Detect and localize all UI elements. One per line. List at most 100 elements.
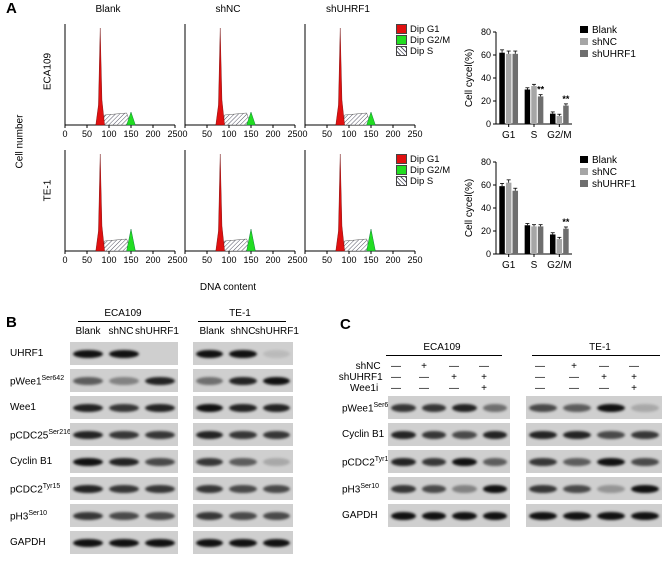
bar-shNC-S: [531, 86, 537, 124]
bar-Blank-S: [524, 89, 531, 124]
band: [631, 457, 659, 466]
x-tick-label: 250: [167, 255, 182, 265]
band: [262, 349, 290, 358]
bar-category-label: G1: [502, 260, 516, 271]
legend-g2m-label: Dip G2/M: [410, 35, 451, 46]
legend-swatch: [580, 50, 588, 57]
c-mark: —: [391, 372, 401, 383]
b-lane-blank-eca109: Blank: [75, 326, 101, 337]
bar-ytick: 60: [481, 50, 491, 60]
b-blot-te1-3: [193, 423, 293, 446]
band: [262, 376, 290, 385]
bar-ytick: 40: [481, 203, 491, 213]
c-blot-te1-0: [526, 396, 662, 419]
band: [196, 511, 224, 520]
x-tick-label: 0: [62, 129, 67, 139]
bar-shUHRF1-S: [537, 96, 544, 124]
bar-category-label: S: [531, 130, 538, 141]
band: [73, 457, 103, 466]
histogram-0-2: 0 50 100 150 200 250: [302, 24, 423, 139]
c-mark: +: [631, 372, 637, 383]
band: [391, 430, 416, 439]
band: [262, 538, 290, 547]
bar-ytick: 20: [481, 96, 491, 106]
band: [73, 349, 103, 358]
bar-shUHRF1-G1: [512, 190, 519, 254]
c-mark: +: [451, 372, 457, 383]
bar-ylabel: Cell cycel(%): [464, 49, 475, 107]
b-group-te1: TE-1: [229, 308, 251, 319]
c-group-line-eca109: [386, 355, 502, 356]
bar-chart-te1: Cell cycel(%) 0 20 40 60 80 G1 S G2/M ** BlankshNC…: [464, 155, 636, 271]
band: [196, 403, 224, 412]
b-group-line-eca109: [78, 321, 170, 322]
c-mark: +: [481, 383, 487, 394]
band: [482, 457, 507, 466]
c-mark: —: [419, 372, 429, 383]
b-blot-eca109-5: [70, 477, 178, 500]
band: [262, 484, 290, 493]
c-mark: —: [569, 383, 579, 394]
bar-shNC-G1: [505, 182, 512, 254]
band: [421, 430, 446, 439]
x-tick-label: 0: [182, 129, 187, 139]
x-tick-label: 200: [145, 255, 160, 265]
band: [73, 403, 103, 412]
c-mark: —: [391, 361, 401, 372]
x-tick-label: 250: [287, 255, 302, 265]
x-tick-label: 0: [62, 255, 67, 265]
b-blot-eca109-2: [70, 396, 178, 419]
legend-label: shNC: [592, 167, 617, 178]
b-blot-te1-7: [193, 531, 293, 554]
band: [109, 511, 139, 520]
c-mark: +: [421, 361, 427, 372]
band: [529, 484, 557, 493]
c-blot-te1-2: [526, 450, 662, 473]
b-blot-te1-6: [193, 504, 293, 527]
b-row-label-2: Wee1: [10, 402, 36, 413]
bar-category-label: G2/M: [547, 130, 571, 141]
histogram-1-1: 0 50 100 150 200 250: [182, 150, 303, 265]
band: [262, 403, 290, 412]
band: [563, 403, 591, 412]
bar-shNC-S: [531, 226, 537, 254]
legend-swatch: [580, 156, 588, 163]
band: [452, 403, 477, 412]
x-tick-label: 100: [221, 255, 236, 265]
x-tick-label: 100: [341, 129, 356, 139]
legend-s-swatch: [396, 46, 407, 57]
c-mark: —: [599, 361, 609, 372]
band: [452, 511, 477, 520]
band: [196, 484, 224, 493]
b-blot-te1-4: [193, 450, 293, 473]
band: [563, 484, 591, 493]
c-blot-te1-3: [526, 477, 662, 500]
band: [452, 430, 477, 439]
bar-shUHRF1-S: [537, 226, 544, 254]
significance-mark: **: [537, 85, 545, 95]
band: [109, 349, 139, 358]
c-blot-eca109-4: [388, 504, 510, 527]
band: [109, 538, 139, 547]
band: [529, 403, 557, 412]
b-row-label-0: UHRF1: [10, 348, 44, 359]
x-tick-label: 250: [167, 129, 182, 139]
band: [145, 538, 175, 547]
column-title-shuhrf1: shUHRF1: [326, 4, 370, 15]
c-mark: —: [535, 372, 545, 383]
b-blot-eca109-7: [70, 531, 178, 554]
panel-c-letter: C: [340, 316, 351, 333]
significance-mark: **: [562, 217, 570, 227]
band: [597, 457, 625, 466]
c-blot-te1-4: [526, 504, 662, 527]
x-tick-label: 50: [202, 255, 212, 265]
x-tick-label: 200: [385, 129, 400, 139]
band: [529, 511, 557, 520]
band: [73, 376, 103, 385]
band: [73, 511, 103, 520]
band: [229, 403, 257, 412]
band: [597, 484, 625, 493]
bar-ytick: 40: [481, 73, 491, 83]
c-condition-label-2: Wee1i: [350, 383, 379, 394]
x-tick-label: 150: [363, 129, 378, 139]
